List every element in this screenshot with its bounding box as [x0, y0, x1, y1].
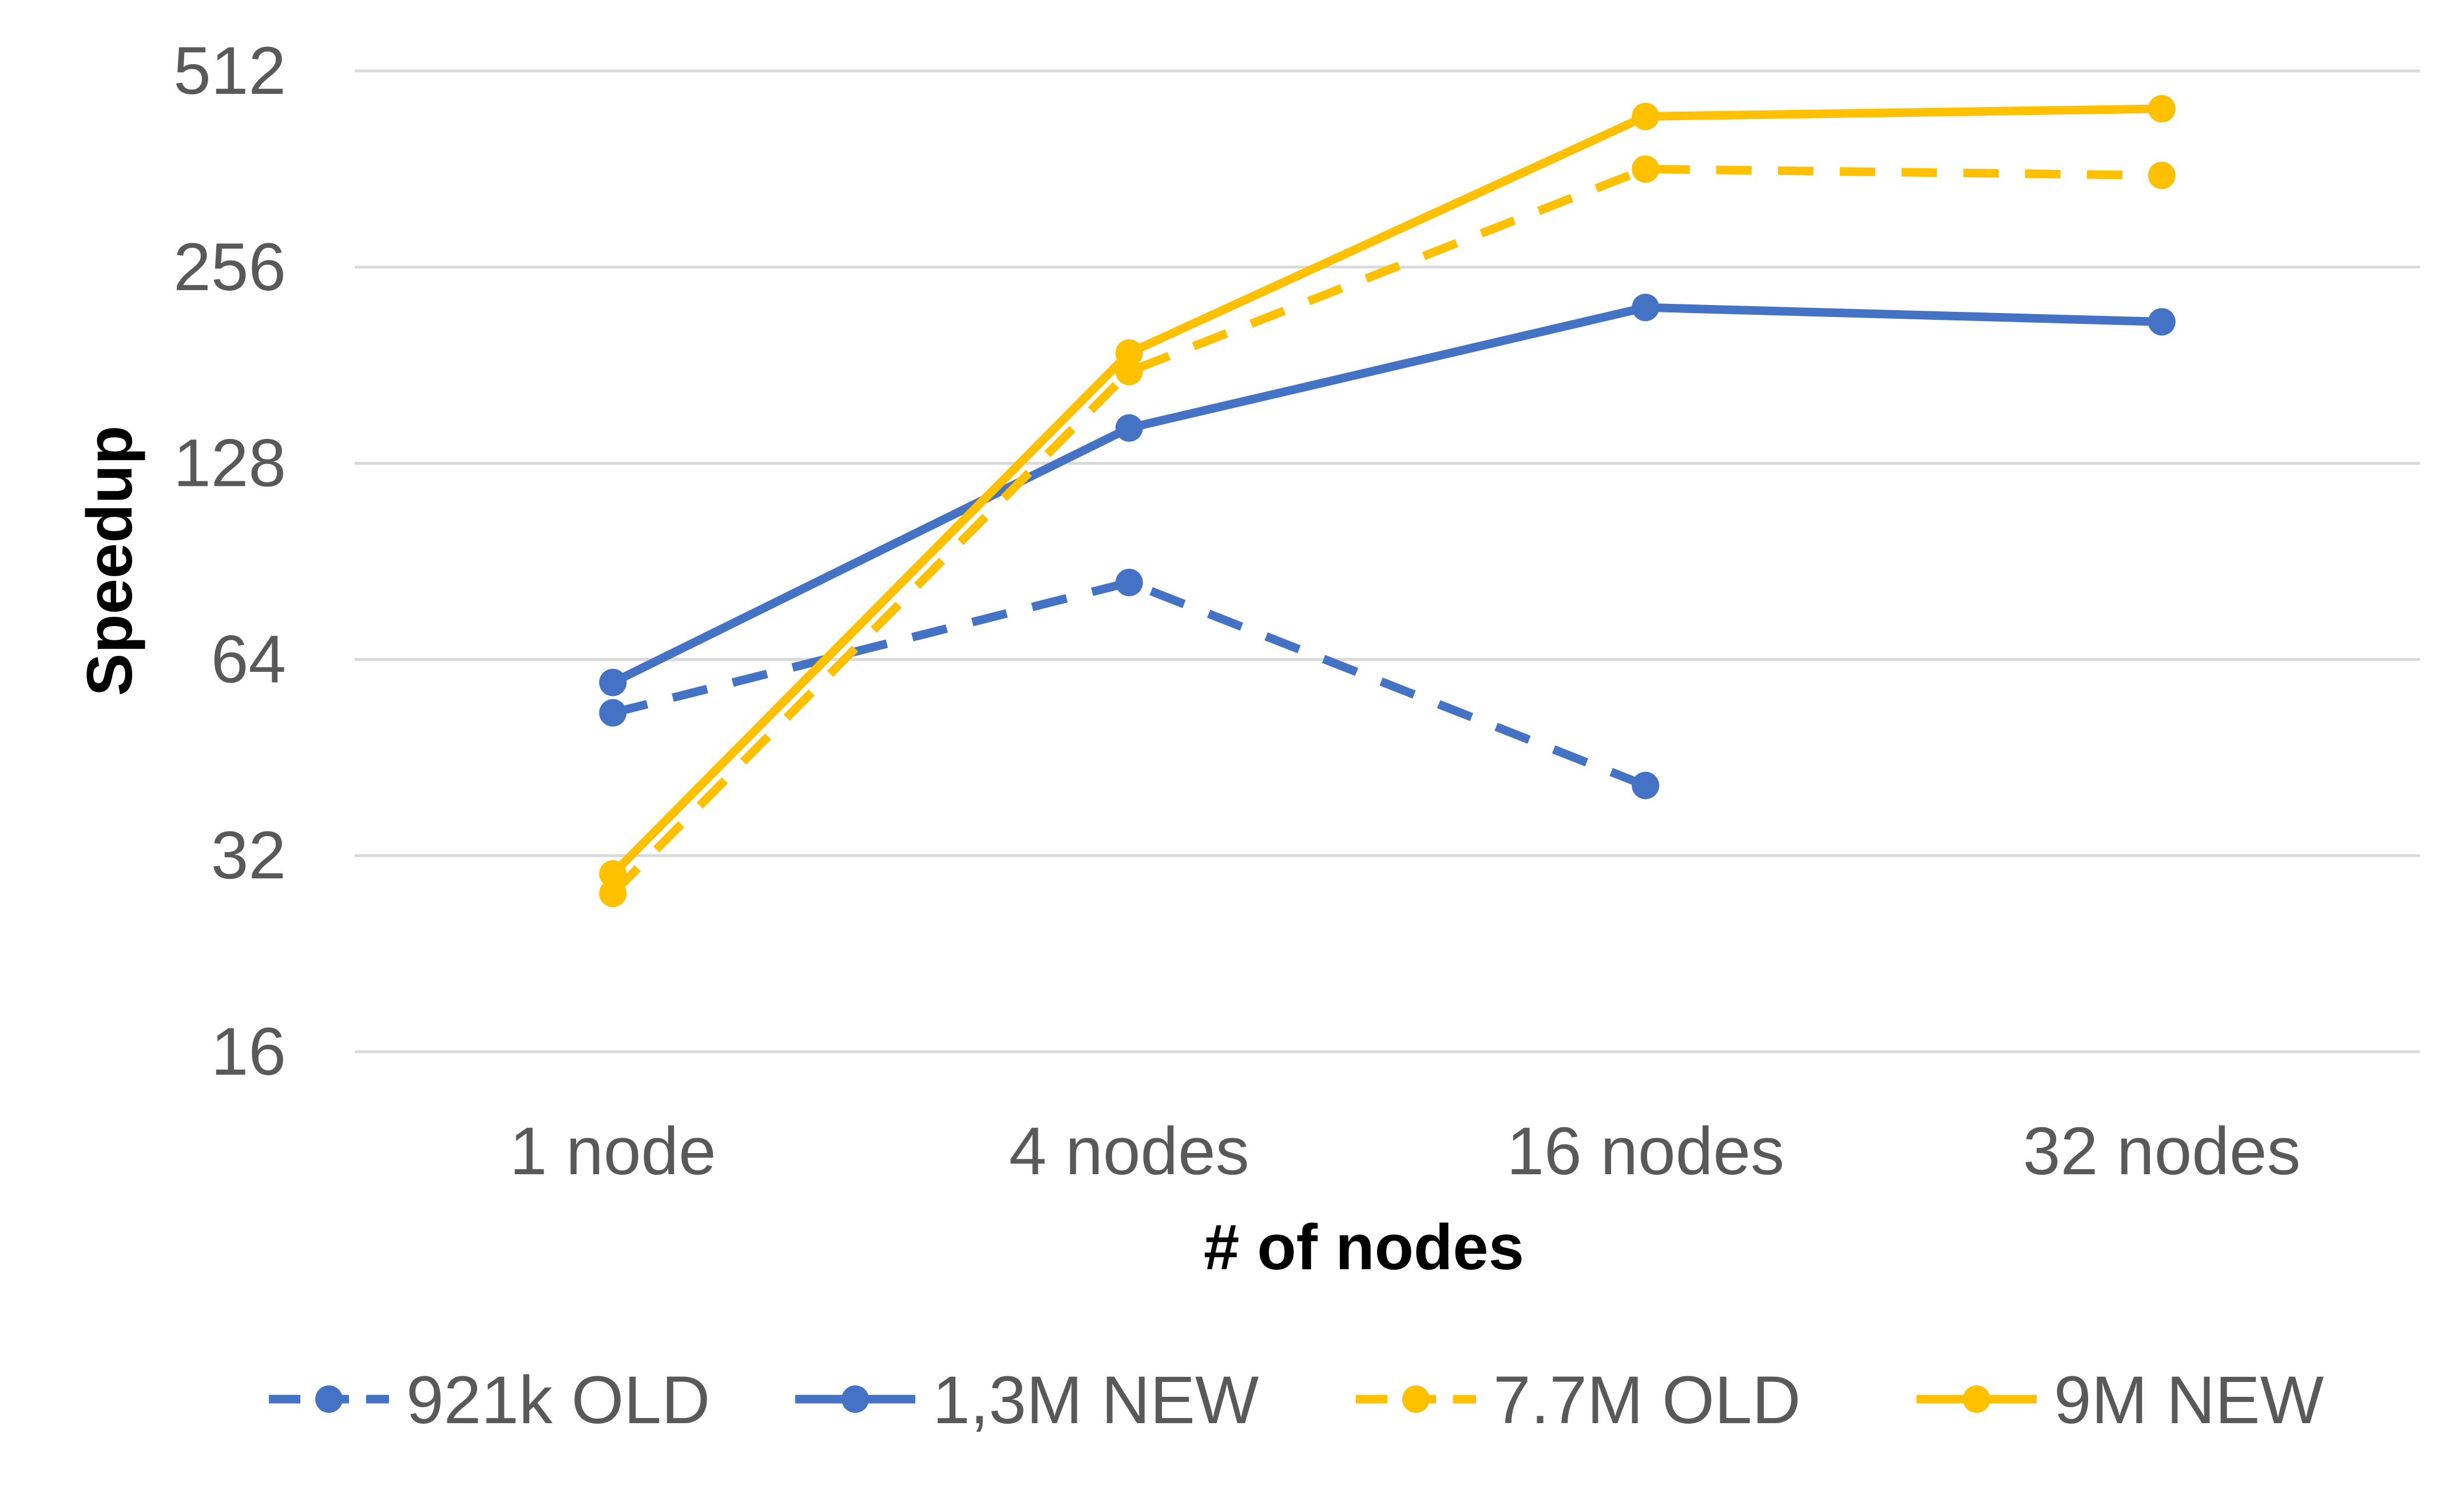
- data-point: [1115, 568, 1143, 596]
- data-point: [1115, 414, 1143, 442]
- legend-item: 9M NEW: [1917, 1363, 2324, 1438]
- series-lines: [599, 95, 2176, 908]
- y-tick-label: 128: [173, 426, 286, 501]
- data-point: [1632, 294, 1660, 322]
- series-line: [608, 104, 2167, 878]
- data-point: [2148, 95, 2176, 123]
- y-tick-label: 256: [173, 229, 286, 305]
- series-line: [612, 578, 1647, 790]
- legend-label: 9M NEW: [2054, 1363, 2324, 1438]
- y-tick-label: 32: [211, 818, 286, 893]
- data-point: [1632, 102, 1660, 130]
- y-tick-label: 16: [211, 1014, 286, 1090]
- x-tick-label: 32 nodes: [2023, 1114, 2301, 1189]
- data-point: [1632, 155, 1660, 183]
- data-point: [2148, 308, 2176, 336]
- x-axis-title: # of nodes: [1204, 1211, 1524, 1283]
- data-point: [599, 699, 627, 727]
- legend-label: 7.7M OLD: [1493, 1363, 1801, 1438]
- data-point: [1632, 771, 1660, 799]
- data-point: [599, 860, 627, 888]
- series-line: [608, 303, 2167, 687]
- legend-marker: [1963, 1385, 1990, 1413]
- x-axis-ticks: 1 node 4 nodes 16 nodes 32 nodes: [510, 1114, 2301, 1189]
- legend-marker: [315, 1385, 343, 1413]
- legend-item: 921k OLD: [269, 1363, 710, 1438]
- data-point: [1115, 339, 1143, 367]
- legend-item: 1,3M NEW: [795, 1363, 1259, 1438]
- gridlines: [355, 69, 2420, 1054]
- y-tick-label: 512: [173, 33, 286, 109]
- x-tick-label: 1 node: [510, 1114, 716, 1189]
- legend-item: 7.7M OLD: [1356, 1363, 1801, 1438]
- legend-label: 1,3M NEW: [933, 1363, 1259, 1438]
- legend-label: 921k OLD: [406, 1363, 710, 1438]
- y-tick-label: 64: [211, 621, 286, 697]
- series-group: [599, 568, 1660, 799]
- data-point: [599, 880, 627, 908]
- x-tick-label: 4 nodes: [1009, 1114, 1249, 1189]
- x-tick-label: 16 nodes: [1506, 1114, 1784, 1189]
- series-group: [599, 294, 2176, 696]
- series-group: [599, 155, 2176, 908]
- legend: 921k OLD 1,3M NEW 7.7M OLD 9M NEW: [269, 1363, 2324, 1438]
- legend-marker: [1402, 1385, 1430, 1413]
- data-point: [599, 668, 627, 696]
- y-axis-title: Speedup: [74, 426, 145, 696]
- y-axis-ticks: 16 32 64 128 256 512: [173, 33, 286, 1090]
- series-group: [599, 95, 2176, 888]
- series-line: [609, 164, 2162, 897]
- data-point: [2148, 161, 2176, 189]
- legend-marker: [842, 1385, 869, 1413]
